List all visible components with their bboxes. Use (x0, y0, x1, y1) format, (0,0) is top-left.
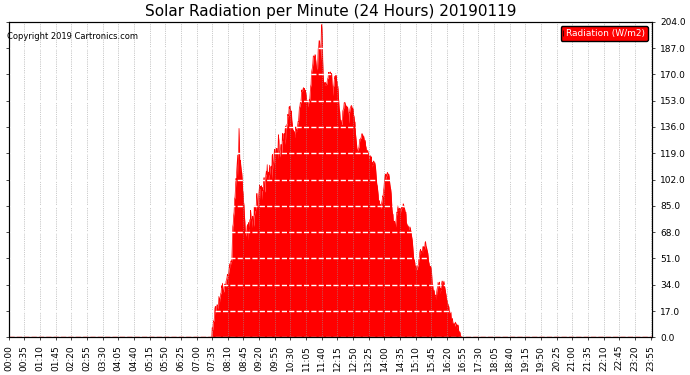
Legend: Radiation (W/m2): Radiation (W/m2) (561, 26, 648, 40)
Text: Copyright 2019 Cartronics.com: Copyright 2019 Cartronics.com (7, 32, 138, 41)
Title: Solar Radiation per Minute (24 Hours) 20190119: Solar Radiation per Minute (24 Hours) 20… (145, 4, 516, 19)
